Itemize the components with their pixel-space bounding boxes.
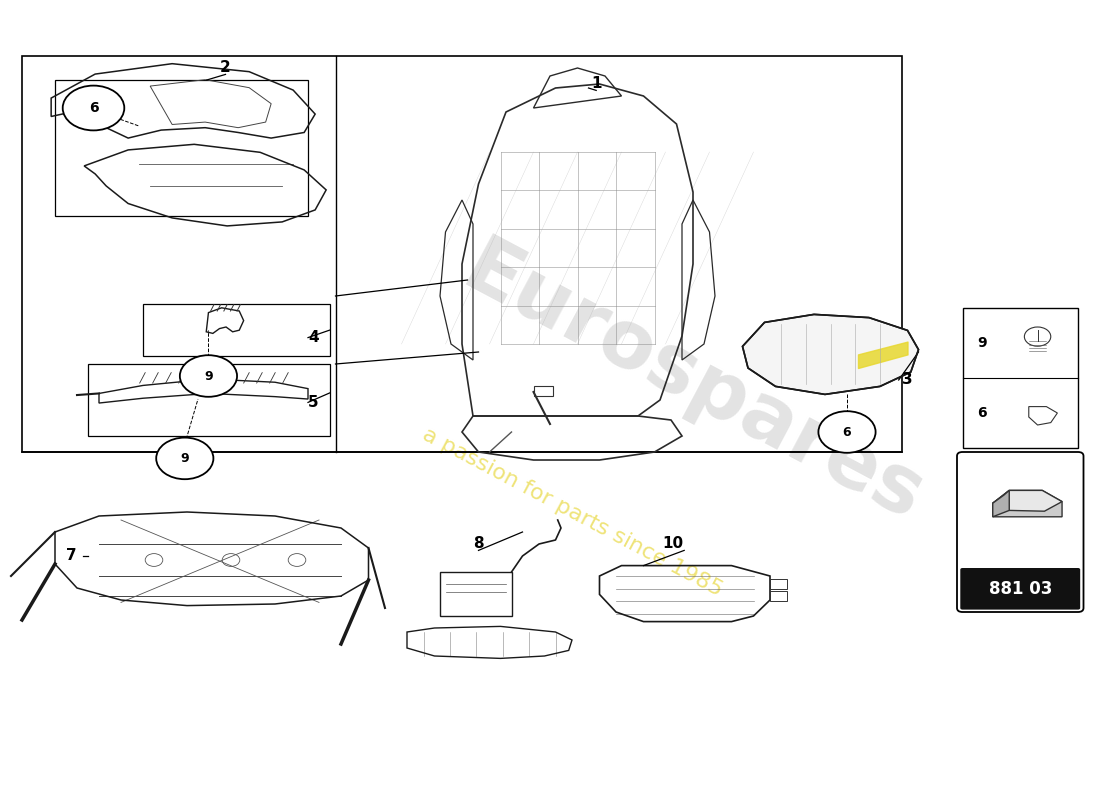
Polygon shape (992, 490, 1062, 517)
Bar (55, 80, 308, 216)
Bar (88, 364, 330, 436)
FancyBboxPatch shape (957, 452, 1084, 612)
Text: 10: 10 (662, 537, 684, 551)
Circle shape (818, 411, 876, 453)
Polygon shape (992, 490, 1010, 517)
Text: Eurospares: Eurospares (450, 230, 936, 538)
Text: 9: 9 (205, 370, 212, 382)
Text: 7: 7 (66, 549, 77, 563)
Text: 6: 6 (977, 406, 987, 420)
Circle shape (63, 86, 124, 130)
Text: a passion for parts since 1985: a passion for parts since 1985 (419, 424, 725, 600)
Polygon shape (742, 314, 918, 394)
Circle shape (180, 355, 238, 397)
Polygon shape (992, 490, 1062, 511)
Text: 9: 9 (180, 452, 189, 465)
Bar (440, 572, 512, 616)
FancyBboxPatch shape (960, 568, 1080, 610)
Text: 3: 3 (902, 373, 913, 387)
Text: 2: 2 (220, 61, 231, 75)
Bar (962, 308, 1078, 448)
Text: 9: 9 (977, 336, 987, 350)
Text: 1: 1 (591, 77, 602, 91)
Bar (143, 304, 330, 356)
Bar (534, 386, 553, 396)
Circle shape (156, 438, 213, 479)
Bar (770, 579, 786, 589)
Text: 881 03: 881 03 (989, 580, 1052, 598)
Bar (22, 56, 902, 452)
Text: 5: 5 (308, 395, 319, 410)
Bar (770, 591, 786, 601)
Text: 6: 6 (89, 101, 98, 115)
Text: 8: 8 (473, 537, 484, 551)
Text: 6: 6 (843, 426, 851, 438)
Text: 4: 4 (308, 330, 319, 345)
